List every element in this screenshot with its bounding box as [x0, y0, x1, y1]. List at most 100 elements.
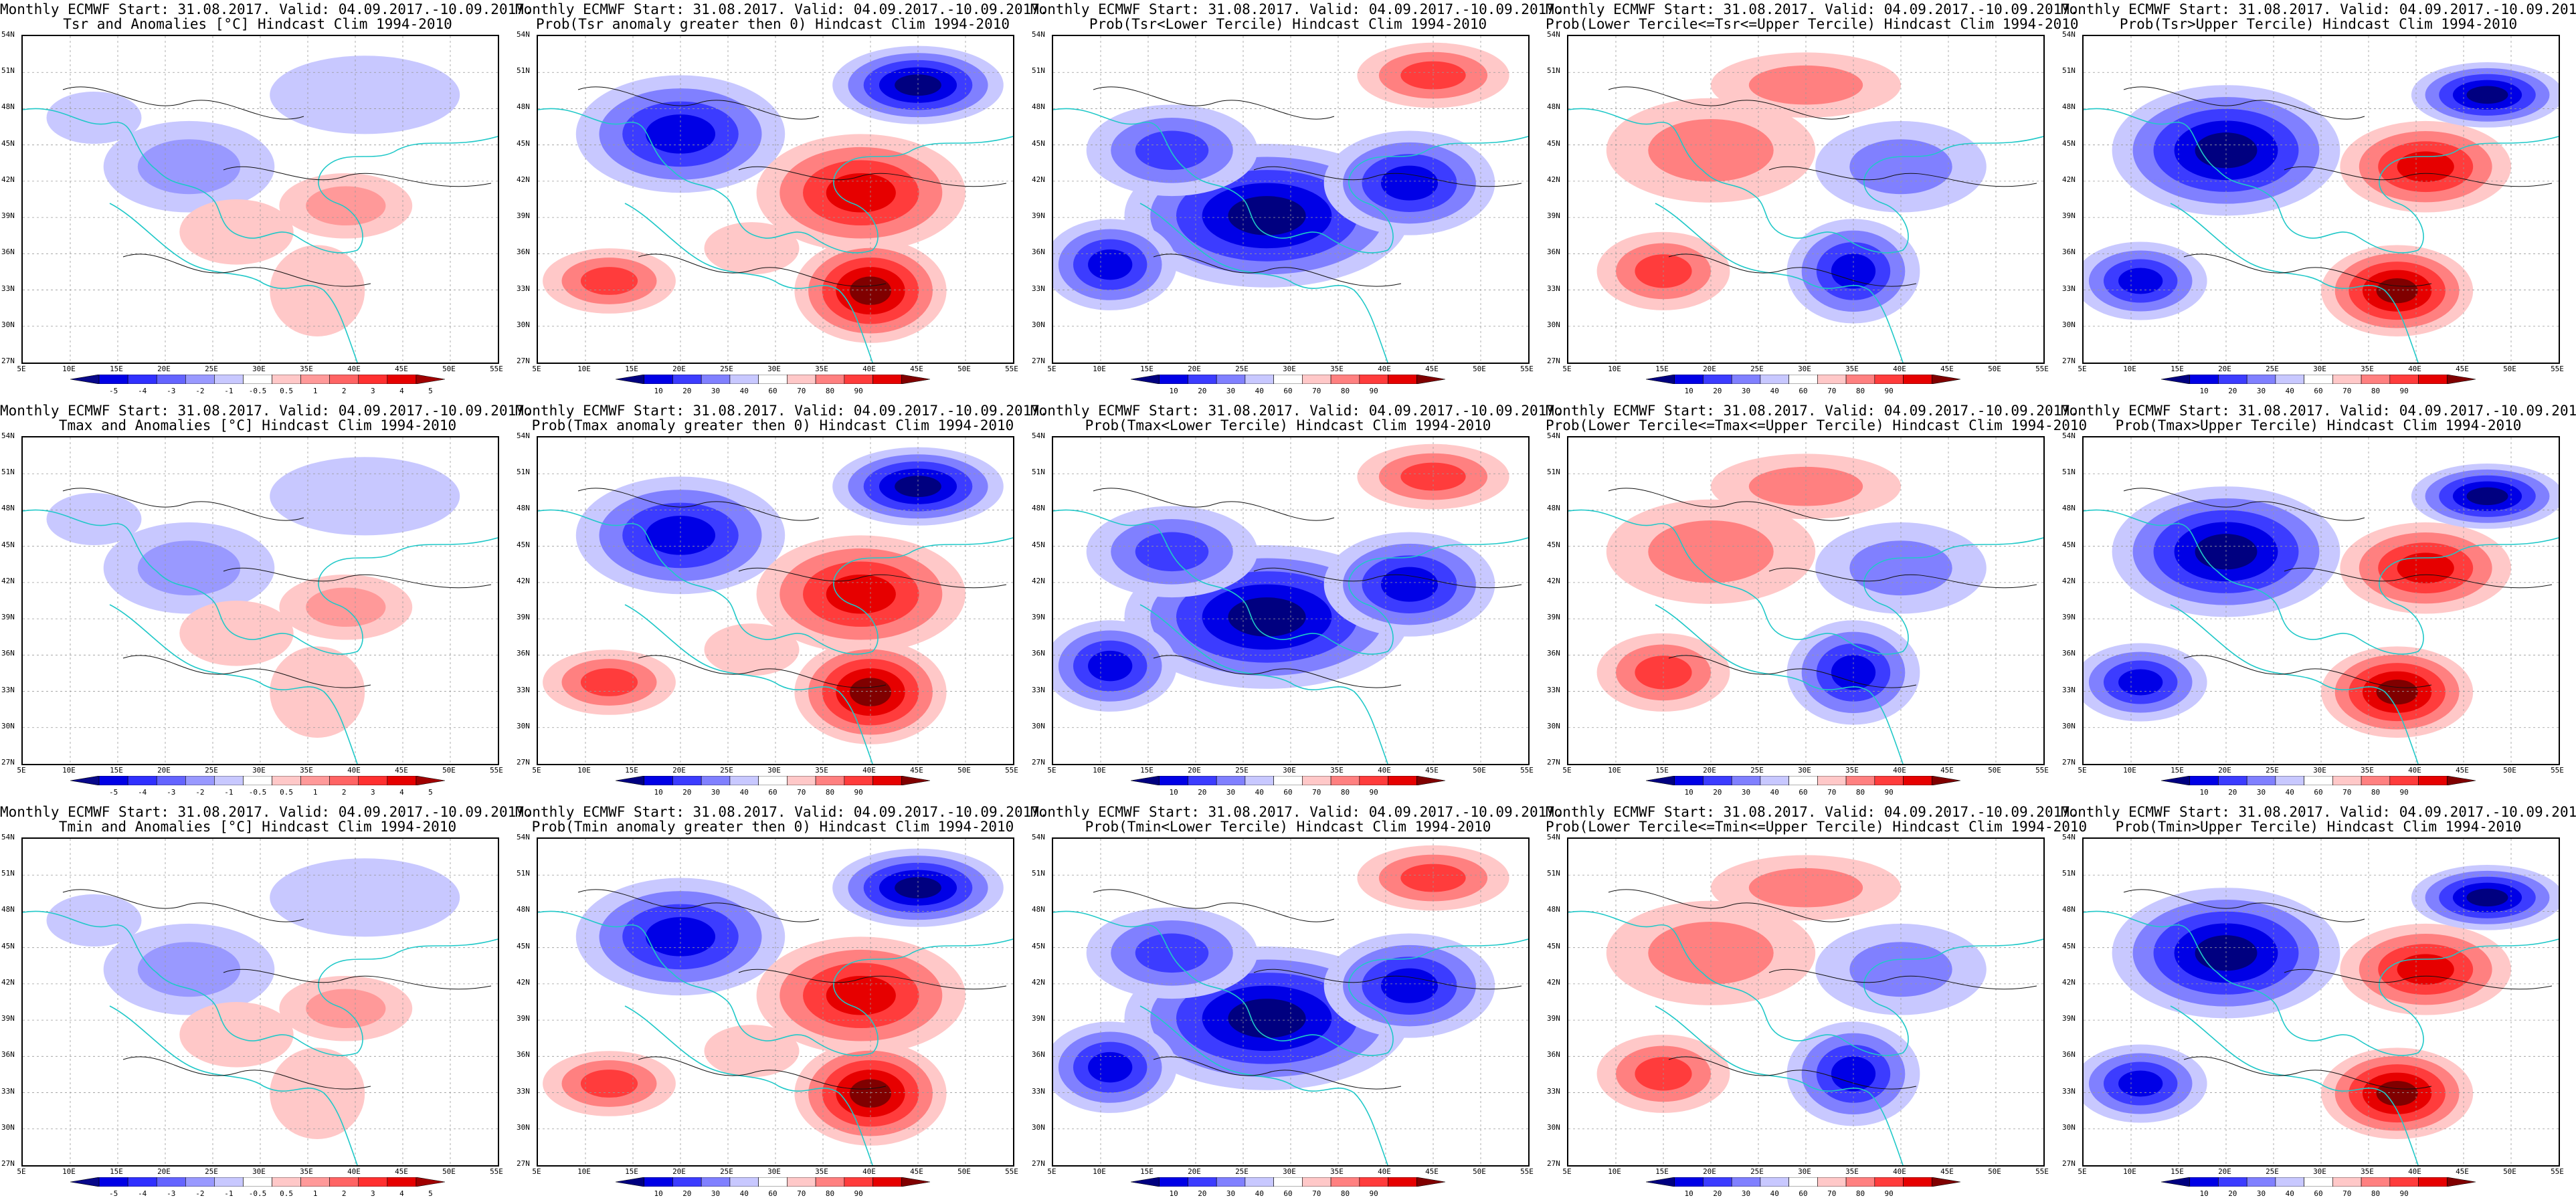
map-panel: Monthly ECMWF Start: 31.08.2017. Valid: …	[1546, 0, 2079, 401]
colorbar-segment	[185, 375, 215, 384]
colorbar-segment	[2246, 375, 2276, 384]
longitude-label: 15E	[625, 766, 638, 775]
climatology-contour	[2123, 86, 2365, 120]
probability-contour	[1748, 868, 1863, 908]
longitude-label: 50E	[1988, 365, 2001, 373]
longitude-label: 40E	[862, 365, 876, 373]
climatology-contour	[223, 969, 492, 990]
colorbar-tick-label: 70	[1827, 1189, 1837, 1198]
colorbar-extension	[901, 375, 930, 384]
latitude-label: 36N	[1, 649, 15, 658]
latitude-label: 54N	[517, 431, 530, 440]
panel-title-line1: Monthly ECMWF Start: 31.08.2017. Valid: …	[1546, 1, 2079, 17]
colorbar-tick-label: 10	[1169, 1189, 1178, 1198]
colorbar-segment	[729, 375, 759, 384]
colorbar-tick-label: 3	[370, 788, 375, 797]
colorbar-tick-label: 10	[1169, 788, 1178, 797]
colorbar-segment	[1731, 1177, 1761, 1187]
latitude-label: 48N	[1032, 504, 1045, 513]
colorbar	[2161, 375, 2476, 384]
climatology-contour	[2284, 166, 2553, 187]
panel-title-line1: Monthly ECMWF Start: 31.08.2017. Valid: …	[515, 1, 1048, 17]
colorbar-tick-label: 90	[1884, 387, 1894, 395]
colorbar-extension	[1131, 375, 1160, 384]
latitude-label: 45N	[517, 540, 530, 549]
colorbar-tick-label: 80	[1855, 1189, 1865, 1198]
probability-contour	[1748, 65, 1863, 105]
colorbar-tick-label: 10	[654, 788, 663, 797]
colorbar-tick-label: 80	[1340, 387, 1350, 395]
climatology-contour	[577, 86, 820, 120]
probability-contour	[270, 858, 460, 937]
colorbar-segment	[1674, 776, 1704, 785]
longitude-label: 35E	[1330, 365, 1344, 373]
coastline	[1568, 509, 2043, 764]
coastline	[2084, 108, 2559, 363]
map-plot	[1567, 35, 2045, 364]
colorbar-segment	[672, 776, 702, 785]
probability-contour	[645, 917, 716, 957]
colorbar-segment	[156, 375, 186, 384]
colorbar-segment	[1845, 375, 1875, 384]
latitude-label: 51N	[1, 468, 15, 477]
longitude-label: 15E	[1655, 365, 1669, 373]
probability-contour	[179, 199, 294, 265]
latitude-label: 42N	[1, 977, 15, 987]
colorbar-segment	[2246, 776, 2276, 785]
map-panel: Monthly ECMWF Start: 31.08.2017. Valid: …	[2061, 803, 2576, 1204]
colorbar-segment	[358, 776, 388, 785]
probability-contour	[704, 1025, 800, 1078]
latitude-label: 42N	[517, 175, 530, 184]
colorbar-segment	[1874, 1177, 1904, 1187]
longitude-label: 40E	[1378, 365, 1391, 373]
colorbar-tick-label: 60	[2314, 788, 2323, 797]
probability-contour	[1849, 540, 1952, 596]
longitude-label: 35E	[1330, 766, 1344, 775]
colorbar-extension	[70, 1177, 100, 1187]
longitude-label: 30E	[2313, 766, 2326, 775]
colorbar-segment	[729, 776, 759, 785]
longitude-label: 50E	[2503, 365, 2516, 373]
colorbar-extension	[1646, 375, 1675, 384]
map-panel: Monthly ECMWF Start: 31.08.2017. Valid: …	[2061, 401, 2576, 803]
climatology-contour	[223, 166, 492, 187]
colorbar-segment	[329, 776, 359, 785]
colorbar-tick-label: 20	[1713, 788, 1722, 797]
map-plot	[1052, 35, 1530, 364]
longitude-label: 10E	[1608, 766, 1621, 775]
latitude-label: 30N	[1547, 721, 1560, 730]
map-panel: Monthly ECMWF Start: 31.08.2017. Valid: …	[1546, 803, 2087, 1204]
climatology-contour	[122, 254, 371, 287]
longitude-label: 50E	[442, 766, 456, 775]
colorbar-tick-label: 80	[825, 1189, 835, 1198]
colorbar-tick-label: 2	[341, 1189, 347, 1198]
latitude-label: 48N	[1, 504, 15, 513]
probability-contour	[826, 173, 896, 213]
colorbar-tick-label: 90	[854, 788, 863, 797]
latitude-label: 54N	[517, 30, 530, 39]
colorbar-segment	[815, 1177, 845, 1187]
longitude-label: 5E	[532, 365, 541, 373]
colorbar-tick-label: 10	[1684, 1189, 1693, 1198]
map-field	[1053, 437, 1528, 764]
longitude-label: 5E	[1047, 1167, 1056, 1176]
colorbar-tick-label: 4	[399, 387, 404, 395]
probability-contour	[2118, 268, 2163, 294]
climatology-contour	[1093, 86, 1335, 120]
probability-contour	[179, 601, 294, 666]
colorbar-segment	[1903, 1177, 1932, 1187]
longitude-label: 15E	[625, 1167, 638, 1176]
colorbar-tick-label: 40	[2285, 1189, 2294, 1198]
latitude-label: 54N	[1, 833, 15, 841]
latitude-label: 51N	[1547, 66, 1560, 76]
latitude-label: 27N	[517, 1159, 530, 1168]
probability-contour	[46, 894, 142, 947]
colorbar-tick-label: 80	[825, 788, 835, 797]
panel-title-line1: Monthly ECMWF Start: 31.08.2017. Valid: …	[515, 403, 1048, 419]
colorbar-segment	[329, 1177, 359, 1187]
coastline	[23, 910, 498, 1165]
longitude-label: 30E	[1798, 766, 1811, 775]
climatology-contour	[2183, 254, 2432, 287]
latitude-label: 48N	[2062, 504, 2076, 513]
colorbar-segment	[2189, 375, 2219, 384]
